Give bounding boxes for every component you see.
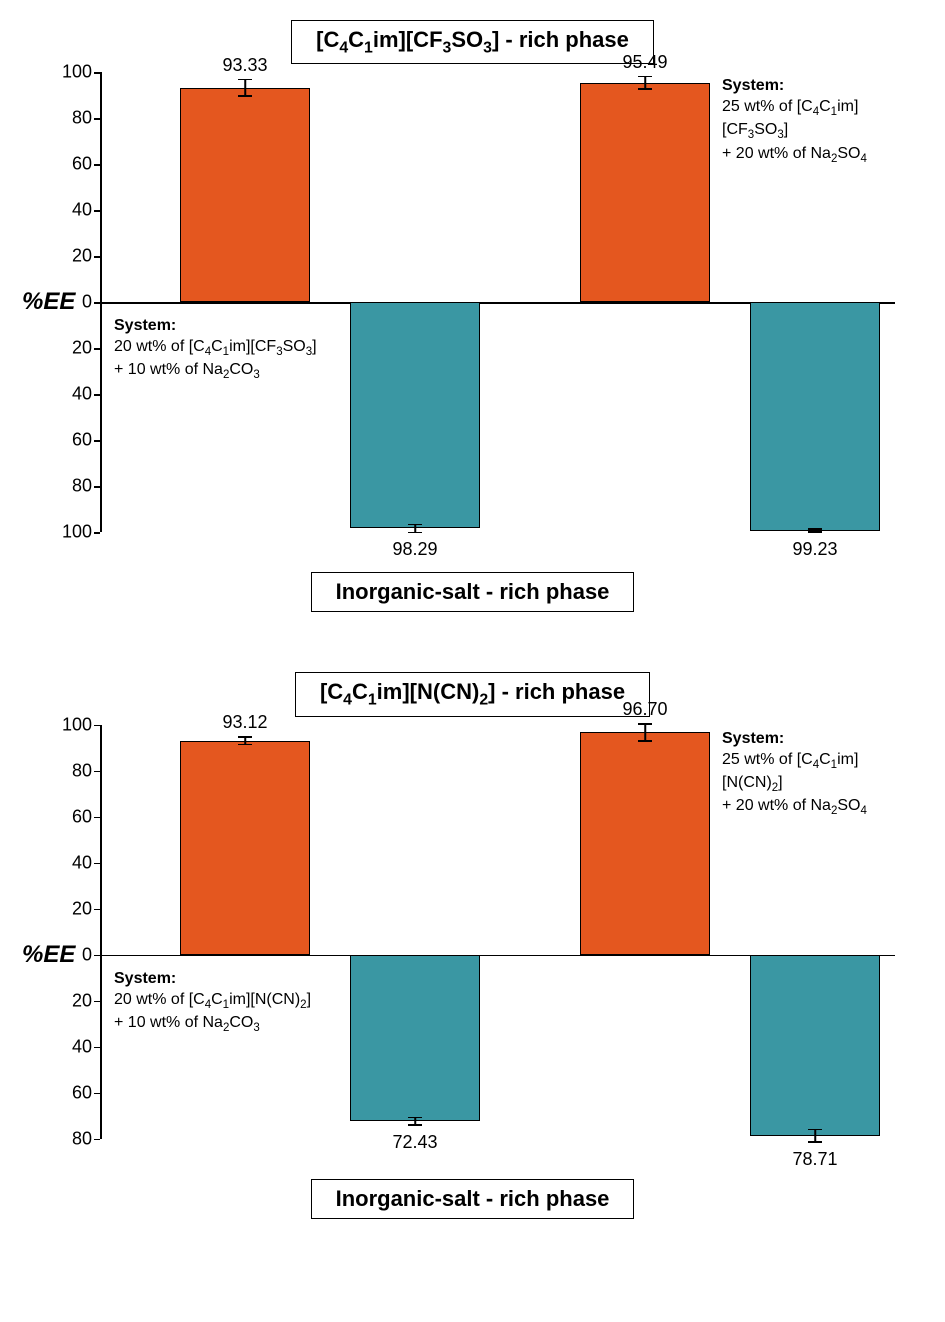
- bar-up: [580, 732, 710, 954]
- error-bar: [808, 1129, 822, 1143]
- chart-bottom-title: Inorganic-salt - rich phase: [311, 572, 635, 612]
- y-tick: [94, 118, 100, 120]
- y-tick: [94, 440, 100, 442]
- y-tick-label: 60: [72, 806, 92, 827]
- y-tick: [94, 725, 100, 727]
- y-tick-label: 20: [72, 246, 92, 267]
- y-tick: [94, 1001, 100, 1003]
- y-tick-label: 60: [72, 1082, 92, 1103]
- bar-value-label: 98.29: [392, 539, 437, 560]
- chart-panel: [C4C1im][CF3SO3] - rich phase02040608010…: [20, 20, 925, 612]
- bar-down: [350, 302, 480, 528]
- bar-down: [350, 955, 480, 1122]
- error-bar: [238, 736, 252, 745]
- chart-top-title: [C4C1im][CF3SO3] - rich phase: [291, 20, 654, 64]
- y-tick-label: 80: [72, 476, 92, 497]
- y-tick-label: 80: [72, 760, 92, 781]
- y-tick-label: 40: [72, 384, 92, 405]
- chart-top-title: [C4C1im][N(CN)2] - rich phase: [295, 672, 650, 716]
- error-bar: [408, 1117, 422, 1126]
- y-tick: [94, 302, 100, 304]
- y-tick: [94, 909, 100, 911]
- chart-panel: [C4C1im][N(CN)2] - rich phase02040608010…: [20, 672, 925, 1218]
- y-tick: [94, 532, 100, 534]
- y-tick: [94, 72, 100, 74]
- system-annotation: System:25 wt% of [C4C1im][N(CN)2]+ 20 wt…: [722, 729, 895, 819]
- y-axis-title: %EE: [22, 941, 75, 969]
- y-tick: [94, 817, 100, 819]
- bar-value-label: 93.33: [222, 55, 267, 76]
- y-tick: [94, 1047, 100, 1049]
- chart-bottom-title: Inorganic-salt - rich phase: [311, 1179, 635, 1219]
- y-tick: [94, 1139, 100, 1141]
- y-tick-label: 80: [72, 108, 92, 129]
- y-tick-label: 80: [72, 1128, 92, 1149]
- error-bar: [638, 723, 652, 741]
- y-tick-label: 0: [82, 944, 92, 965]
- y-tick-label: 40: [72, 852, 92, 873]
- bar-value-label: 93.12: [222, 712, 267, 733]
- y-tick: [94, 486, 100, 488]
- y-tick: [94, 348, 100, 350]
- system-annotation: System:20 wt% of [C4C1im][CF3SO3]+ 10 wt…: [114, 316, 317, 383]
- y-tick-label: 40: [72, 200, 92, 221]
- bar-up: [180, 741, 310, 955]
- y-tick: [94, 771, 100, 773]
- y-tick: [94, 256, 100, 258]
- error-bar: [808, 528, 822, 533]
- bar-down: [750, 302, 880, 530]
- y-tick-label: 20: [72, 898, 92, 919]
- y-tick-label: 20: [72, 338, 92, 359]
- bar-value-label: 72.43: [392, 1132, 437, 1153]
- y-tick-label: 100: [62, 522, 92, 543]
- y-tick: [94, 863, 100, 865]
- y-tick-label: 60: [72, 430, 92, 451]
- bar-value-label: 78.71: [792, 1149, 837, 1170]
- y-tick: [94, 394, 100, 396]
- y-tick: [94, 210, 100, 212]
- plot-area: 02040608010020406080%EE93.1296.7072.4378…: [100, 725, 895, 1139]
- y-tick: [94, 164, 100, 166]
- bar-up: [580, 83, 710, 303]
- y-tick: [94, 1093, 100, 1095]
- y-tick-label: 100: [62, 62, 92, 83]
- error-bar: [638, 76, 652, 90]
- error-bar: [238, 79, 252, 97]
- bar-up: [180, 88, 310, 303]
- y-tick-label: 60: [72, 154, 92, 175]
- bar-value-label: 99.23: [792, 539, 837, 560]
- system-annotation: System:20 wt% of [C4C1im][N(CN)2]+ 10 wt…: [114, 969, 311, 1036]
- y-axis-title: %EE: [22, 288, 75, 316]
- y-tick-label: 40: [72, 1036, 92, 1057]
- system-annotation: System:25 wt% of [C4C1im][CF3SO3]+ 20 wt…: [722, 76, 895, 166]
- y-tick: [94, 955, 100, 957]
- plot-area: 02040608010020406080100%EE93.3395.4998.2…: [100, 72, 895, 532]
- bar-value-label: 95.49: [622, 52, 667, 73]
- error-bar: [408, 524, 422, 533]
- y-axis: [100, 725, 102, 1139]
- bar-down: [750, 955, 880, 1136]
- y-tick-label: 0: [82, 292, 92, 313]
- y-tick-label: 100: [62, 714, 92, 735]
- bar-value-label: 96.70: [622, 699, 667, 720]
- y-tick-label: 20: [72, 990, 92, 1011]
